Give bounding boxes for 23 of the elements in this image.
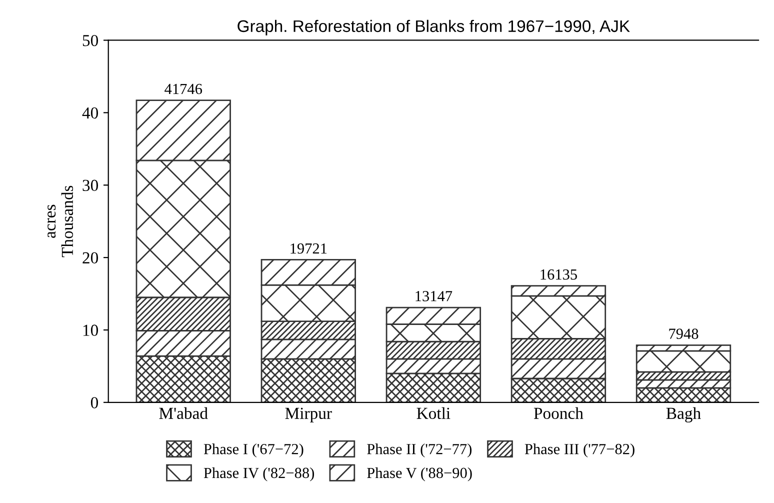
y-tick-label: 40 bbox=[82, 107, 98, 119]
y-tick-label: 50 bbox=[82, 34, 98, 46]
legend-label: Phase IV ('82−88) bbox=[204, 467, 314, 482]
y-axis-title: acres Thousands bbox=[48, 186, 74, 258]
y-tick-label: 0 bbox=[90, 397, 98, 408]
legend-label: Phase II ('72−77) bbox=[367, 443, 472, 458]
x-tick-label: Mirpur bbox=[285, 408, 332, 422]
annotation: 19721 bbox=[290, 243, 327, 254]
annotation: 41746 bbox=[164, 84, 202, 94]
x-tick-label: Kotli bbox=[416, 407, 450, 419]
annotation: 7948 bbox=[669, 328, 698, 339]
y-tick-label: 20 bbox=[82, 252, 98, 264]
x-tick-label: M'abad bbox=[159, 407, 208, 419]
x-tick-label: Bagh bbox=[666, 407, 701, 422]
y-tick-label: 10 bbox=[83, 324, 98, 336]
legend-label: Phase V ('88−90) bbox=[367, 467, 472, 482]
annotation: 13147 bbox=[416, 291, 452, 302]
legend-label: Phase I ('67−72) bbox=[204, 443, 304, 458]
annotation: 16135 bbox=[540, 269, 577, 280]
chart-title: Graph. Reforestation of Blanks from 1967−1990, AJK bbox=[238, 20, 630, 36]
legend-label: Phase III ('77−82) bbox=[524, 443, 634, 458]
x-tick-label: Poonch bbox=[534, 407, 584, 419]
y-tick-label: 30 bbox=[82, 180, 98, 192]
